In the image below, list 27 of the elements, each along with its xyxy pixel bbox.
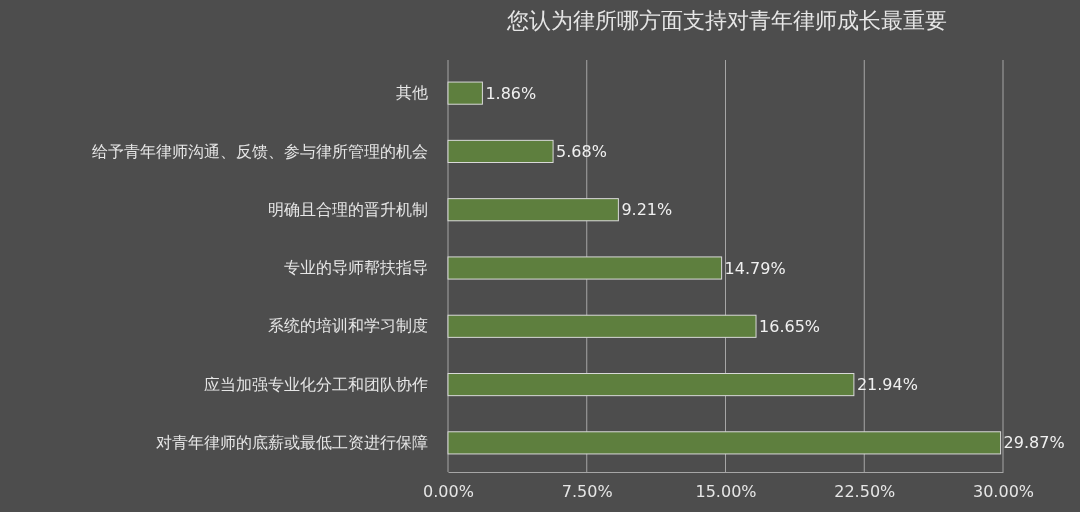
y-tick-label: 对青年律师的底薪或最低工资进行保障 <box>156 432 428 452</box>
data-label: 16.65% <box>759 316 821 336</box>
y-tick-label: 其他 <box>396 83 428 103</box>
data-label: 9.21% <box>621 200 673 220</box>
data-label: 29.87% <box>1003 433 1065 453</box>
bar <box>447 139 554 163</box>
bar <box>447 314 757 338</box>
bar <box>447 198 619 222</box>
bar <box>447 373 855 397</box>
data-label: 5.68% <box>556 142 607 162</box>
data-label: 14.79% <box>724 258 786 278</box>
bar <box>447 431 1002 455</box>
x-tick-label: 15.00% <box>695 482 757 502</box>
y-tick-label: 专业的导师帮扶指导 <box>284 258 428 278</box>
chart-title: 您认为律所哪方面支持对青年律师成长最重要 <box>506 8 947 33</box>
y-tick-label: 应当加强专业化分工和团队协作 <box>204 374 428 394</box>
y-tick-label: 给予青年律师沟通、反馈、参与律所管理的机会 <box>92 141 428 161</box>
x-tick-label: 30.00% <box>972 482 1035 502</box>
x-tick-label: 22.50% <box>834 482 896 502</box>
x-tick-label: 0.00% <box>423 482 474 502</box>
data-label: 1.86% <box>485 83 537 103</box>
y-tick-label: 系统的培训和学习制度 <box>268 316 428 336</box>
bar <box>447 256 723 280</box>
bar <box>447 81 483 105</box>
y-tick-label: 明确且合理的晋升机制 <box>268 199 428 219</box>
x-tick-label: 7.50% <box>561 482 613 502</box>
data-label: 21.94% <box>856 375 918 395</box>
